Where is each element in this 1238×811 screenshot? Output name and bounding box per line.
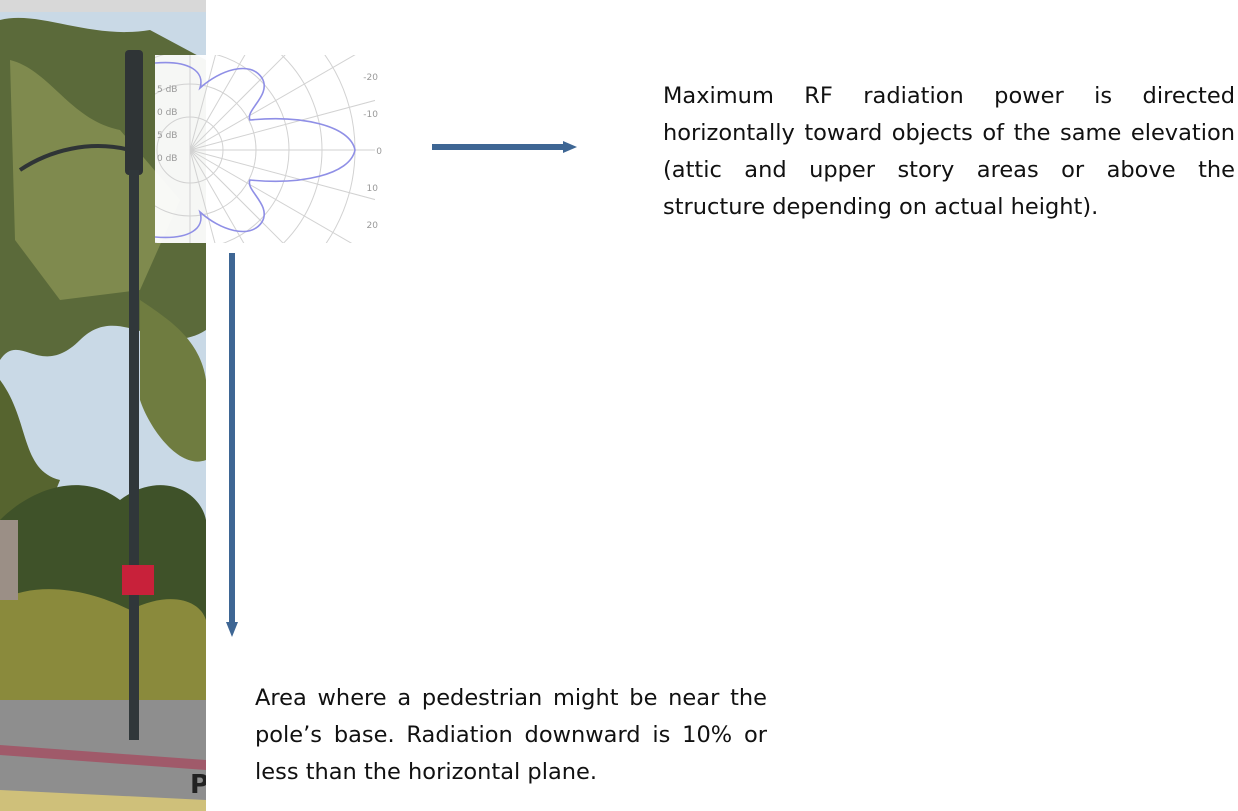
polar-grid-line <box>189 149 284 243</box>
polar-label: -20 <box>363 73 378 83</box>
polar-grid-line <box>189 99 375 151</box>
horizontal-note: Maximum RF radiation power is directed h… <box>663 83 1235 220</box>
polar-label: 0 dB <box>157 154 177 164</box>
polar-label: -10 <box>363 110 378 120</box>
polar-grid-line <box>189 55 286 151</box>
polar-label: 0 <box>376 147 382 157</box>
polar-plot: -20 -10 0 10 20 5 dB 0 dB 5 dB 0 dB <box>155 55 382 243</box>
polar-label: 0 dB <box>157 108 177 118</box>
downward-note: Area where a pedestrian might be near th… <box>255 685 767 785</box>
polar-grid-line <box>189 149 353 243</box>
polar-grid-line <box>189 149 375 201</box>
polar-grid-line <box>189 55 246 151</box>
polar-grid-line <box>189 149 216 243</box>
polar-label: 5 dB <box>157 131 177 141</box>
polar-grid-line <box>189 55 216 151</box>
polar-label: 5 dB <box>157 85 177 95</box>
polar-grid-line <box>189 149 245 243</box>
photo-letter: P <box>190 770 209 800</box>
polar-grid-line <box>189 55 356 151</box>
polar-label: 20 <box>367 221 379 231</box>
polar-label: 10 <box>367 184 379 194</box>
